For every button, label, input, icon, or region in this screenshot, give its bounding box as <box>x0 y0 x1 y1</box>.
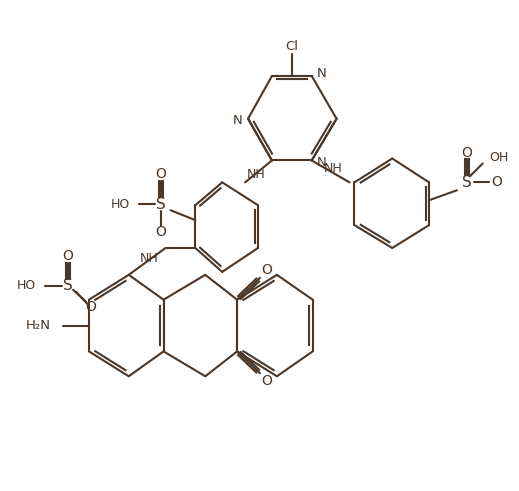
Text: N: N <box>317 156 326 169</box>
Text: O: O <box>155 225 166 239</box>
Text: O: O <box>262 263 272 277</box>
Text: S: S <box>63 278 73 293</box>
Text: NH: NH <box>324 162 343 175</box>
Text: NH: NH <box>247 168 265 181</box>
Text: Cl: Cl <box>285 40 298 53</box>
Text: NH: NH <box>139 252 158 266</box>
Text: H₂N: H₂N <box>26 319 51 332</box>
Text: OH: OH <box>490 151 509 164</box>
Text: O: O <box>86 300 97 314</box>
Text: O: O <box>262 374 272 388</box>
Text: O: O <box>461 145 472 160</box>
Text: S: S <box>156 197 166 212</box>
Text: S: S <box>462 175 472 190</box>
Text: O: O <box>155 167 166 181</box>
Text: O: O <box>491 175 502 190</box>
Text: HO: HO <box>111 198 130 211</box>
Text: N: N <box>317 67 326 81</box>
Text: HO: HO <box>17 279 36 292</box>
Text: N: N <box>233 114 243 127</box>
Text: O: O <box>63 249 74 263</box>
